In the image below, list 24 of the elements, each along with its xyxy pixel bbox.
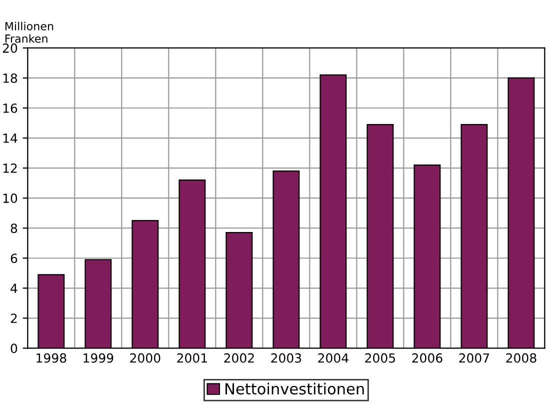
y-axis-title: Millionen Franken (5, 22, 54, 43)
x-tick-label: 2001 (177, 353, 207, 363)
y-tick-label: 0 (10, 344, 18, 354)
x-tick-label: 2003 (271, 353, 302, 363)
x-tick-label: 2006 (412, 353, 442, 363)
y-tick-label: 12 (3, 164, 17, 173)
y-tick-label: 4 (10, 284, 18, 293)
y-tick-label: 2 (10, 314, 17, 323)
y-tick-label: 14 (3, 134, 18, 143)
y-tick-label: 20 (2, 43, 18, 53)
y-tick-label: 10 (3, 194, 18, 203)
y-tick-label: 18 (3, 73, 18, 83)
legend-label: Nettoinvestitionen (226, 382, 364, 395)
y-tick-label: 6 (10, 254, 18, 264)
x-tick-label: 2000 (130, 353, 160, 363)
y-tick-label: 16 (3, 103, 18, 113)
x-tick-label: 2002 (224, 353, 254, 363)
x-tick-label: 2007 (459, 353, 490, 363)
x-tick-label: 2004 (318, 353, 348, 363)
x-tick-label: 2008 (506, 353, 536, 363)
y-tick-label: 8 (10, 224, 18, 234)
x-tick-label: 1998 (36, 353, 66, 363)
x-tick-label: 1999 (84, 353, 114, 363)
x-tick-label: 2005 (365, 353, 395, 363)
